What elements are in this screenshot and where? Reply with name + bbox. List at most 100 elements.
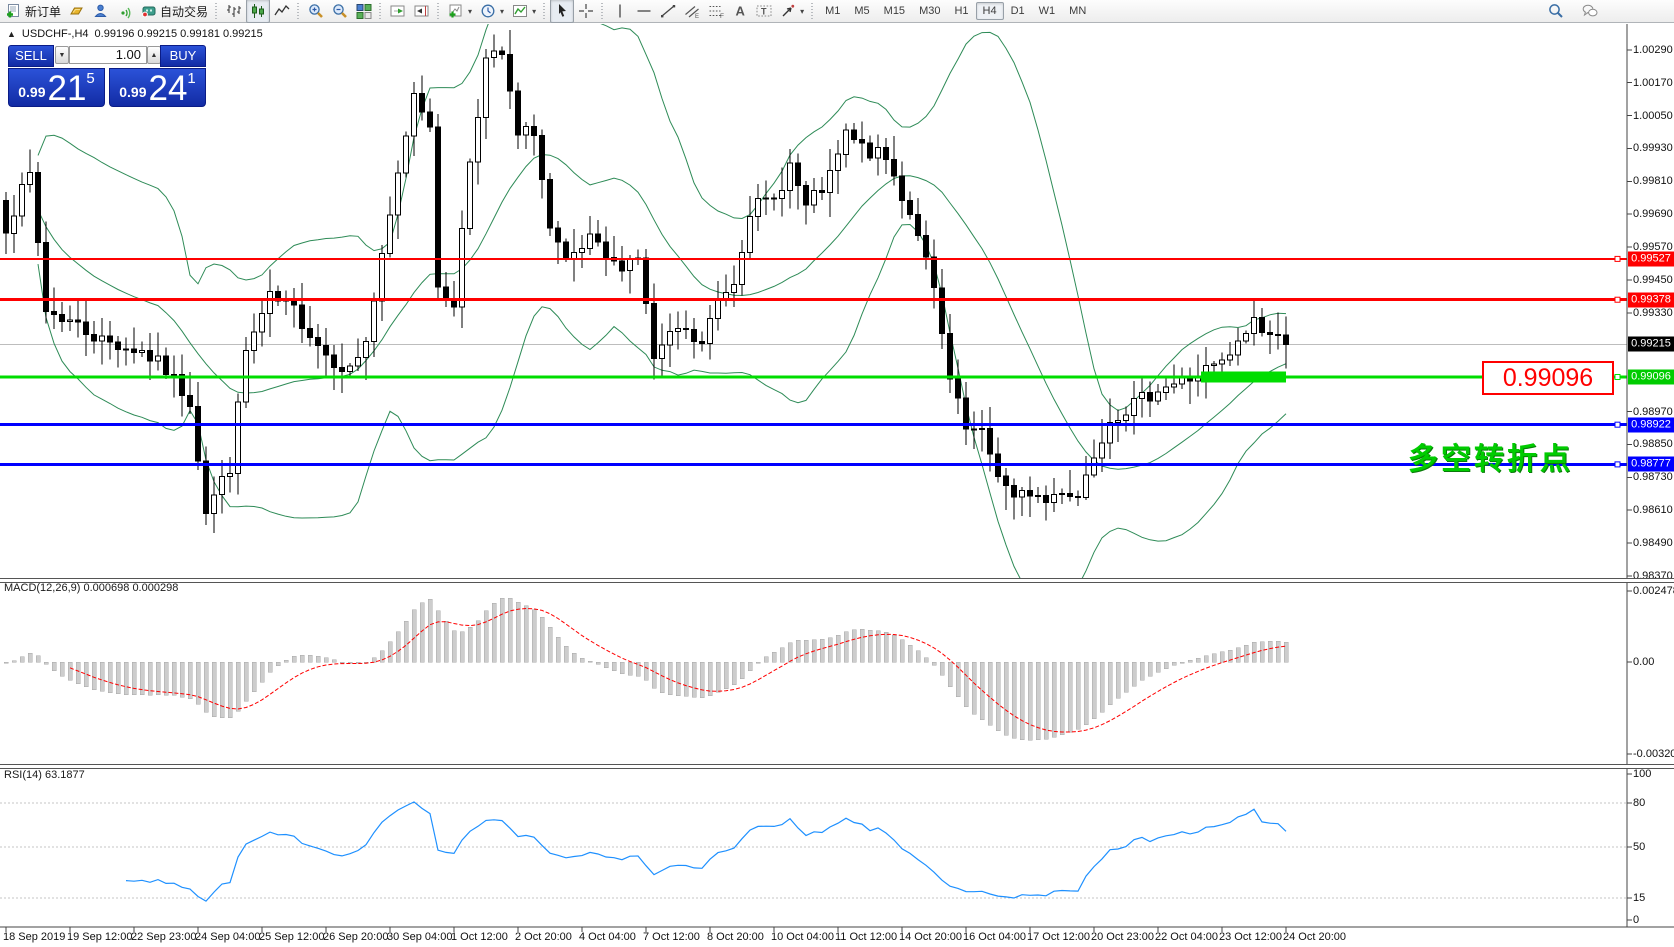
sell-price-pip: 5 (86, 70, 95, 87)
chart-shift-button[interactable] (410, 0, 434, 23)
price-badge-0.99378[interactable]: 0.99378 (1628, 292, 1674, 308)
dropdown-caret-icon[interactable]: ▾ (800, 6, 805, 16)
price-axis-label: 0.99450 (1633, 274, 1673, 286)
timeframe-h4-button[interactable]: H4 (975, 2, 1004, 20)
time-axis-label: 19 Sep 12:00 (67, 931, 133, 943)
zoom-out-icon (332, 3, 348, 19)
svg-text:E: E (695, 14, 699, 19)
sell-button[interactable]: SELL (8, 45, 54, 67)
timeframe-mn-button[interactable]: MN (1069, 5, 1087, 17)
buy-price-pip: 1 (187, 70, 196, 87)
toolbar-group-zoom (304, 0, 376, 22)
candlestick-button[interactable] (246, 0, 271, 23)
volume-input[interactable]: 1.00 (69, 46, 147, 64)
time-axis-label: 2 Oct 20:00 (515, 931, 572, 943)
bar-chart-button[interactable] (222, 0, 246, 23)
timeframe-m1-button[interactable]: M1 (825, 5, 841, 17)
toolbar-grip (378, 3, 384, 19)
toolbar-grip (542, 3, 548, 19)
profiles-button[interactable]: ▾ (476, 0, 508, 23)
auto-scroll-icon (390, 3, 406, 19)
price-axis-label: 1.00170 (1633, 76, 1673, 89)
buy-price-main: 24 (148, 69, 188, 108)
sell-price-prefix: 0.99 (18, 84, 46, 100)
arrows-icon (780, 3, 796, 19)
volume-increase-button[interactable]: ▲ (147, 46, 161, 64)
rsi-panel-splitter[interactable] (0, 764, 1674, 769)
crosshair-button[interactable] (574, 0, 598, 23)
search-button[interactable] (1544, 0, 1568, 23)
sell-price-button[interactable]: 0.99 21 5 (8, 68, 105, 107)
rsi-indicator-label: RSI(14) 63.1877 (4, 769, 85, 781)
chinese-annotation[interactable]: 多空转折点 (1408, 443, 1573, 476)
time-axis-label: 17 Oct 12:00 (1027, 931, 1090, 943)
buy-price-button[interactable]: 0.99 24 1 (109, 68, 206, 107)
price-badge-0.99096[interactable]: 0.99096 (1628, 369, 1674, 385)
rsi-line (125, 801, 1287, 902)
candlestick-icon (250, 3, 266, 19)
new-order-button[interactable]: 新订单 (2, 0, 65, 23)
rsi-axis-label: 100 (1633, 768, 1652, 780)
chart-canvas[interactable] (0, 23, 1674, 947)
signals-button[interactable] (113, 0, 137, 23)
price-badge-0.98777[interactable]: 0.98777 (1628, 456, 1674, 472)
chat-button[interactable] (1578, 0, 1602, 23)
timeframe-d1-button[interactable]: D1 (1010, 5, 1025, 17)
community-button[interactable] (89, 0, 113, 23)
dropdown-caret-icon[interactable]: ▾ (500, 6, 505, 16)
dropdown-caret-icon[interactable]: ▾ (468, 6, 473, 16)
time-axis-label: 25 Sep 12:00 (259, 931, 325, 943)
zoom-out-button[interactable] (328, 0, 352, 23)
buy-button[interactable]: BUY (160, 45, 206, 67)
horizontal-line-button[interactable] (632, 0, 656, 23)
timeframe-m30-button[interactable]: M30 (919, 5, 941, 17)
cursor-button[interactable] (550, 0, 575, 23)
equidistant-channel-icon: E (684, 3, 700, 19)
trend-line-button[interactable] (656, 0, 680, 23)
tile-windows-button[interactable] (352, 0, 376, 23)
dropdown-caret-icon[interactable]: ▾ (532, 6, 537, 16)
toolbar: 新订单 自动交易 ▾ ▾ ▾ E F A T ▾ M1 M5 M15 M30 H1 H4 D1 W1 MN (0, 0, 1674, 23)
zoom-in-icon (308, 3, 324, 19)
rsi-axis-label: 15 (1633, 892, 1646, 905)
vertical-line-icon (612, 3, 628, 19)
price-axis-label: 0.99930 (1633, 142, 1673, 155)
time-axis-label: 24 Sep 04:00 (195, 931, 261, 943)
ohlc-values: 0.99196 0.99215 0.99181 0.99215 (94, 28, 263, 40)
toolbar-group-cursor (550, 0, 598, 23)
autotrading-button[interactable]: 自动交易 (137, 0, 212, 23)
timeframe-h1-button[interactable]: H1 (954, 5, 969, 17)
collapse-panel-icon[interactable]: ▲ (7, 29, 16, 39)
auto-scroll-button[interactable] (386, 0, 410, 23)
price-annotation-box[interactable]: 0.99096 (1482, 361, 1614, 395)
price-badge-0.99527[interactable]: 0.99527 (1628, 251, 1674, 267)
macd-panel-splitter[interactable] (0, 578, 1674, 583)
symbol-period-label: USDCHF-,H4 (21, 28, 89, 40)
zoom-in-button[interactable] (304, 0, 328, 23)
line-chart-button[interactable] (270, 0, 294, 23)
fibonacci-button[interactable]: F (704, 0, 728, 23)
toolbar-group-chart-type (222, 0, 294, 23)
new-chart-button[interactable]: ▾ (444, 0, 476, 23)
price-axis-label: 1.00290 (1633, 43, 1673, 56)
indicators-button[interactable]: ▾ (508, 0, 540, 23)
macd-axis-label: 0.00 (1633, 656, 1655, 668)
time-axis-label: 23 Oct 12:00 (1219, 931, 1282, 943)
time-axis-label: 30 Sep 04:00 (387, 931, 453, 943)
time-axis-label: 7 Oct 12:00 (643, 931, 700, 943)
timeframe-w1-button[interactable]: W1 (1038, 5, 1056, 17)
arrows-button[interactable]: ▾ (776, 0, 808, 23)
price-badge-0.99215: 0.99215 (1628, 336, 1674, 352)
text-button[interactable]: A (728, 0, 752, 23)
price-axis-label: 0.98730 (1633, 471, 1673, 484)
new-order-icon (6, 3, 22, 19)
macd-axis-label: -0.003208 (1633, 747, 1674, 760)
text-label-button[interactable]: T (752, 0, 776, 23)
volume-decrease-button[interactable]: ▼ (55, 46, 69, 64)
timeframe-m5-button[interactable]: M5 (854, 5, 870, 17)
price-badge-0.98922[interactable]: 0.98922 (1628, 417, 1674, 433)
equidistant-channel-button[interactable]: E (680, 0, 704, 23)
gold-bar-button[interactable] (65, 0, 89, 23)
vertical-line-button[interactable] (608, 0, 632, 23)
timeframe-m15-button[interactable]: M15 (883, 5, 906, 17)
